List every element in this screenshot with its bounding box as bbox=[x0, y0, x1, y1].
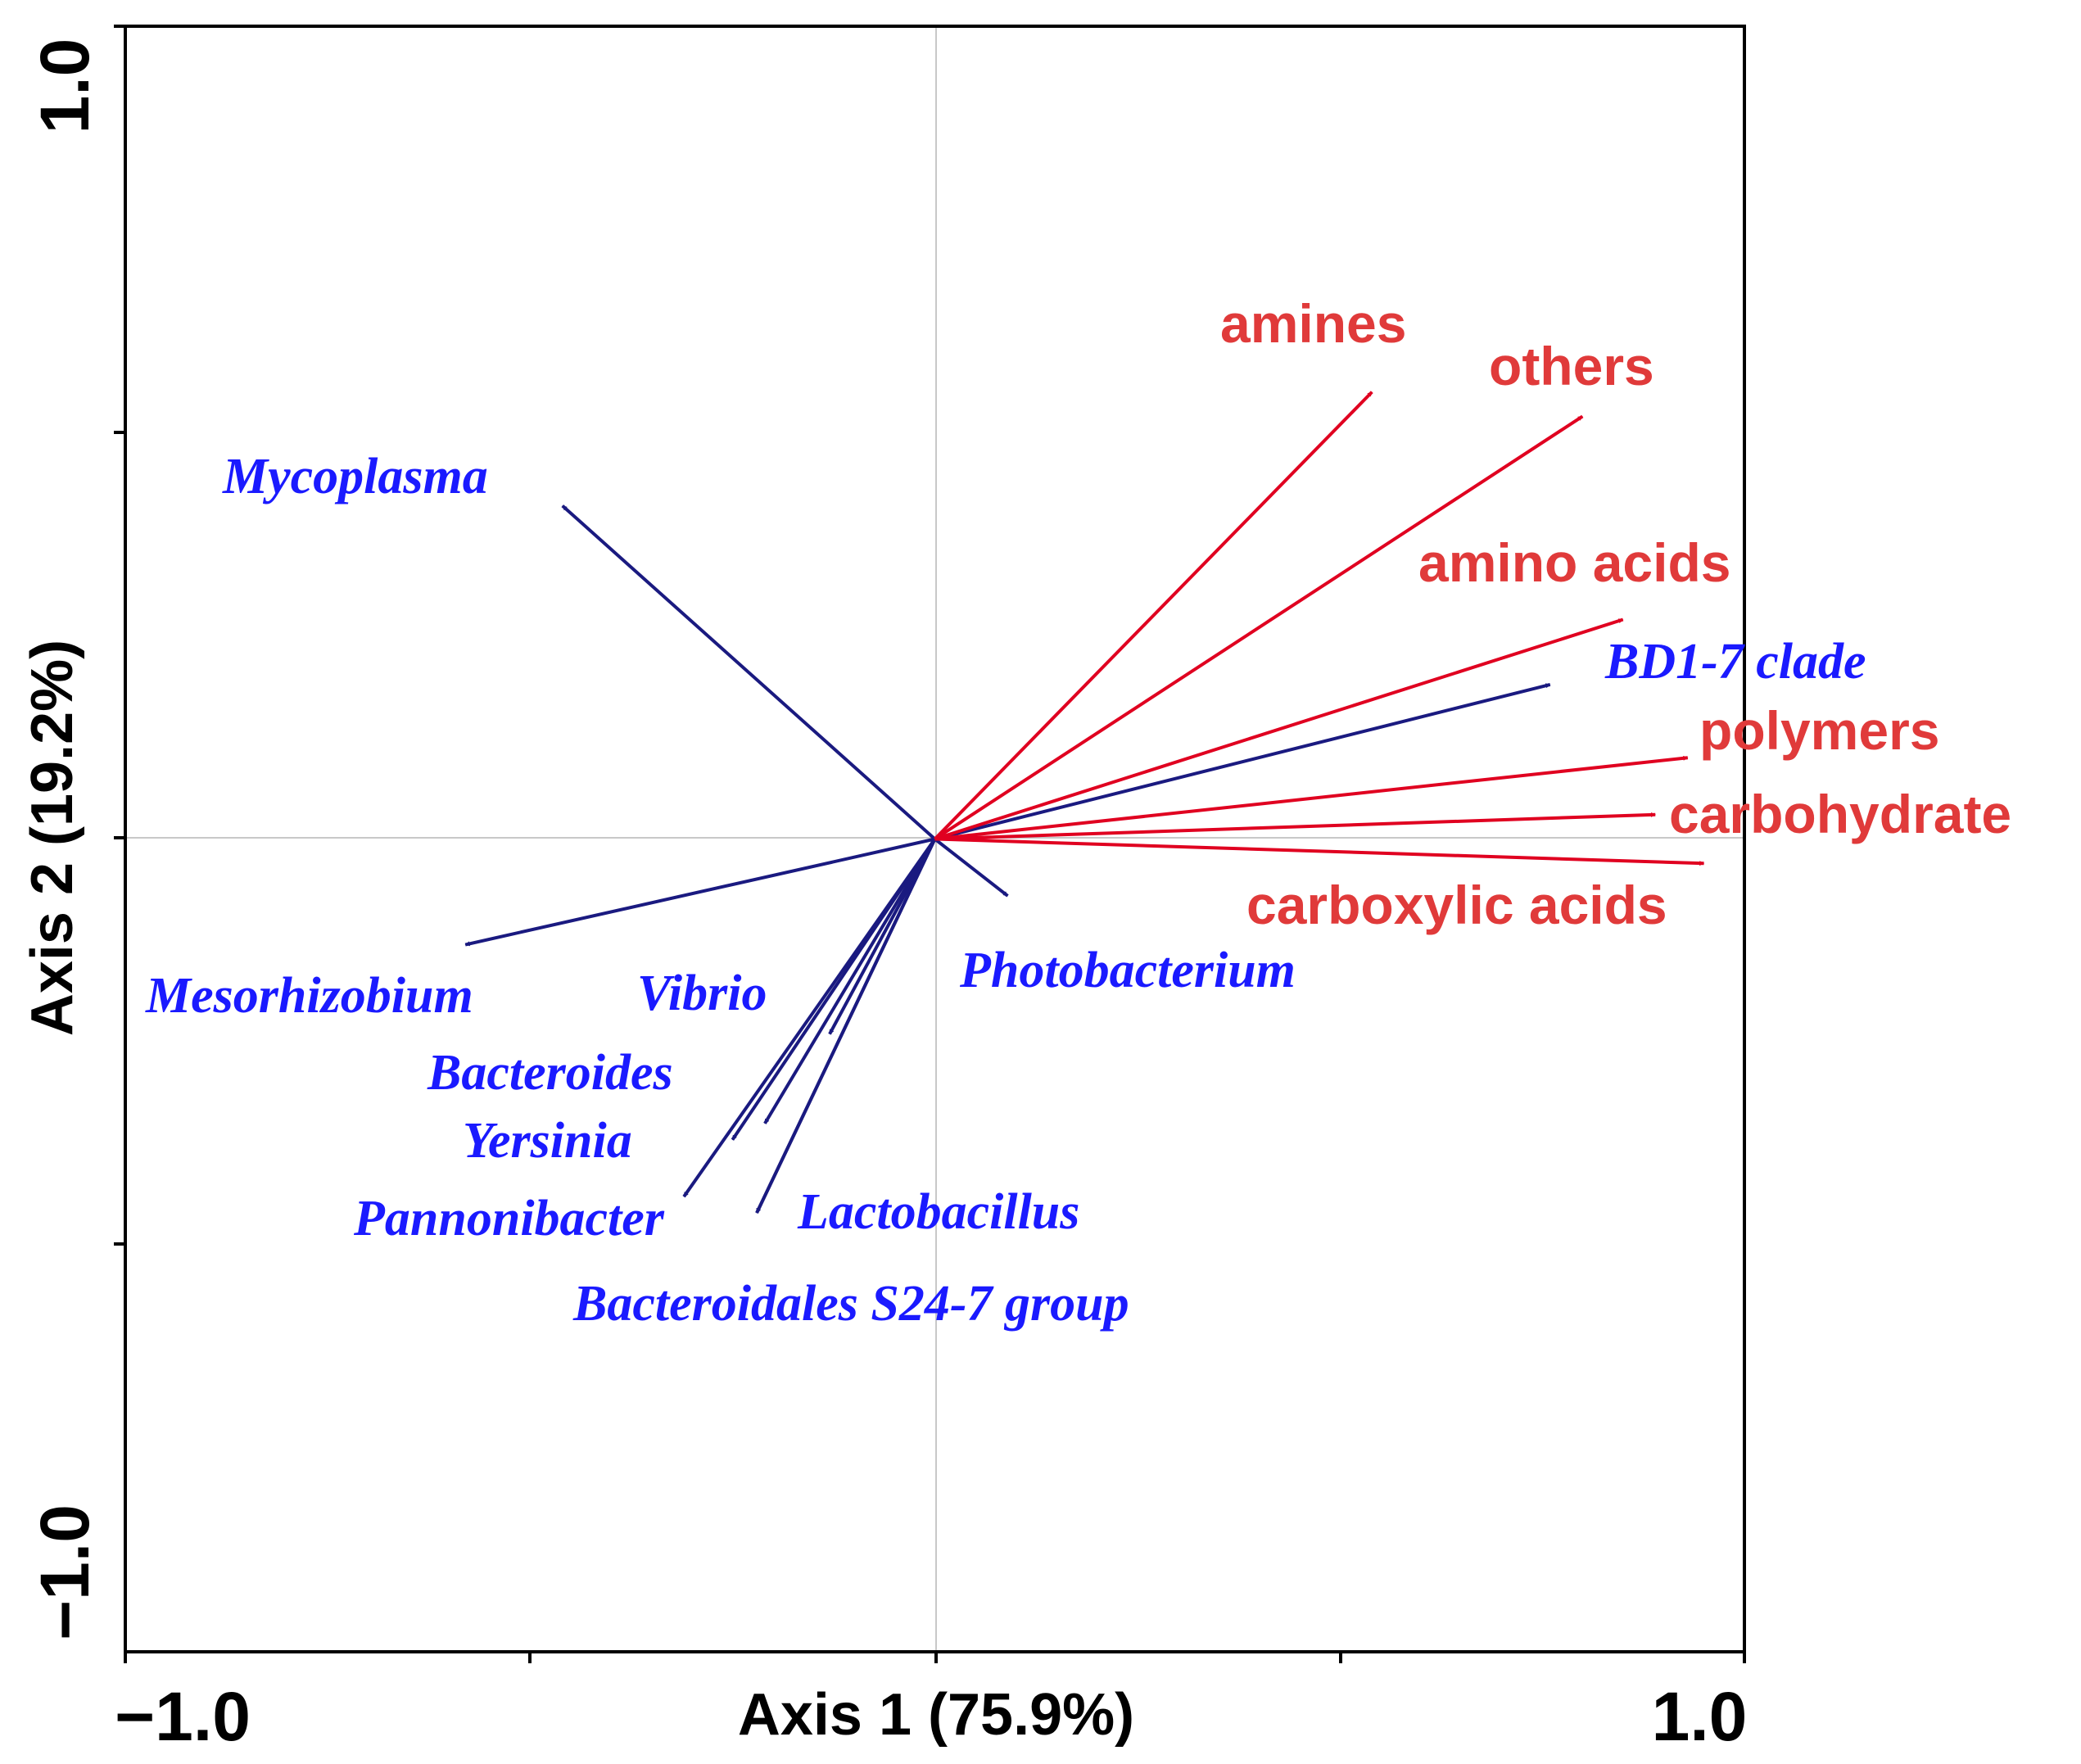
vector-arrow-yersinia bbox=[763, 838, 937, 1124]
vector-label-polymers: polymers bbox=[1699, 700, 1939, 761]
vector-label-others: others bbox=[1489, 336, 1654, 396]
vector-arrow-carboxylic-acids bbox=[934, 837, 1705, 866]
y-tick-label-max: 1.0 bbox=[26, 38, 103, 134]
x-axis-ticks bbox=[124, 1652, 1746, 1663]
x-tick-label-min: −1.0 bbox=[115, 1678, 251, 1755]
vector-label-bd1-7-clade: BD1-7 clade bbox=[1604, 634, 1866, 690]
vector-arrow-bacteroidales-s24-7-group bbox=[755, 838, 937, 1214]
vector-arrow-amines bbox=[934, 391, 1373, 840]
vector-label-yersinia: Yersinia bbox=[463, 1113, 632, 1169]
x-tick-label-max: 1.0 bbox=[1652, 1678, 1748, 1755]
vector-label-mesorhizobium: Mesorhizobium bbox=[145, 968, 473, 1024]
vector-label-pannonibacter: Pannonibacter bbox=[353, 1191, 665, 1246]
vector-arrow-mesorhizobium bbox=[464, 837, 935, 947]
vector-label-photobacterium: Photobacterium bbox=[959, 943, 1296, 998]
vector-arrow-amino-acids bbox=[934, 617, 1624, 841]
vector-arrow-mycoplasma bbox=[561, 504, 936, 840]
vector-label-vibrio: Vibrio bbox=[637, 966, 767, 1021]
vector-label-lactobacillus: Lactobacillus bbox=[797, 1184, 1079, 1240]
vector-label-carboxylic-acids: carboxylic acids bbox=[1246, 875, 1667, 935]
vector-label-bacteroidales-s24-7-group: Bacteroidales S24-7 group bbox=[572, 1276, 1129, 1332]
y-axis-ticks bbox=[114, 25, 125, 1246]
y-tick-label-min: −1.0 bbox=[26, 1504, 103, 1640]
vector-arrow-bd1-7-clade bbox=[934, 682, 1551, 841]
taxa-vectors: Mycoplasma Mesorhizobium Photobacterium BD1… bbox=[145, 449, 1866, 1332]
vector-arrow-pannonibacter bbox=[682, 838, 937, 1198]
vector-label-amino-acids: amino acids bbox=[1418, 532, 1730, 593]
vector-arrow-photobacterium bbox=[934, 837, 1009, 898]
vector-arrow-polymers bbox=[934, 755, 1689, 841]
vector-arrow-carbohydrate bbox=[934, 812, 1656, 841]
vector-label-carbohydrate: carbohydrate bbox=[1669, 784, 2011, 844]
vector-label-amines: amines bbox=[1220, 293, 1406, 354]
x-axis-title: Axis 1 (75.9%) bbox=[738, 1682, 1134, 1748]
vector-label-mycoplasma: Mycoplasma bbox=[222, 449, 488, 504]
vector-arrow-others bbox=[934, 414, 1584, 841]
vector-label-bacteroides: Bacteroides bbox=[427, 1045, 673, 1101]
y-axis-title: Axis 2 (19.2%) bbox=[20, 640, 85, 1036]
carbon-source-vectors: amines others amino acids polymers carbohydr… bbox=[934, 293, 2011, 935]
